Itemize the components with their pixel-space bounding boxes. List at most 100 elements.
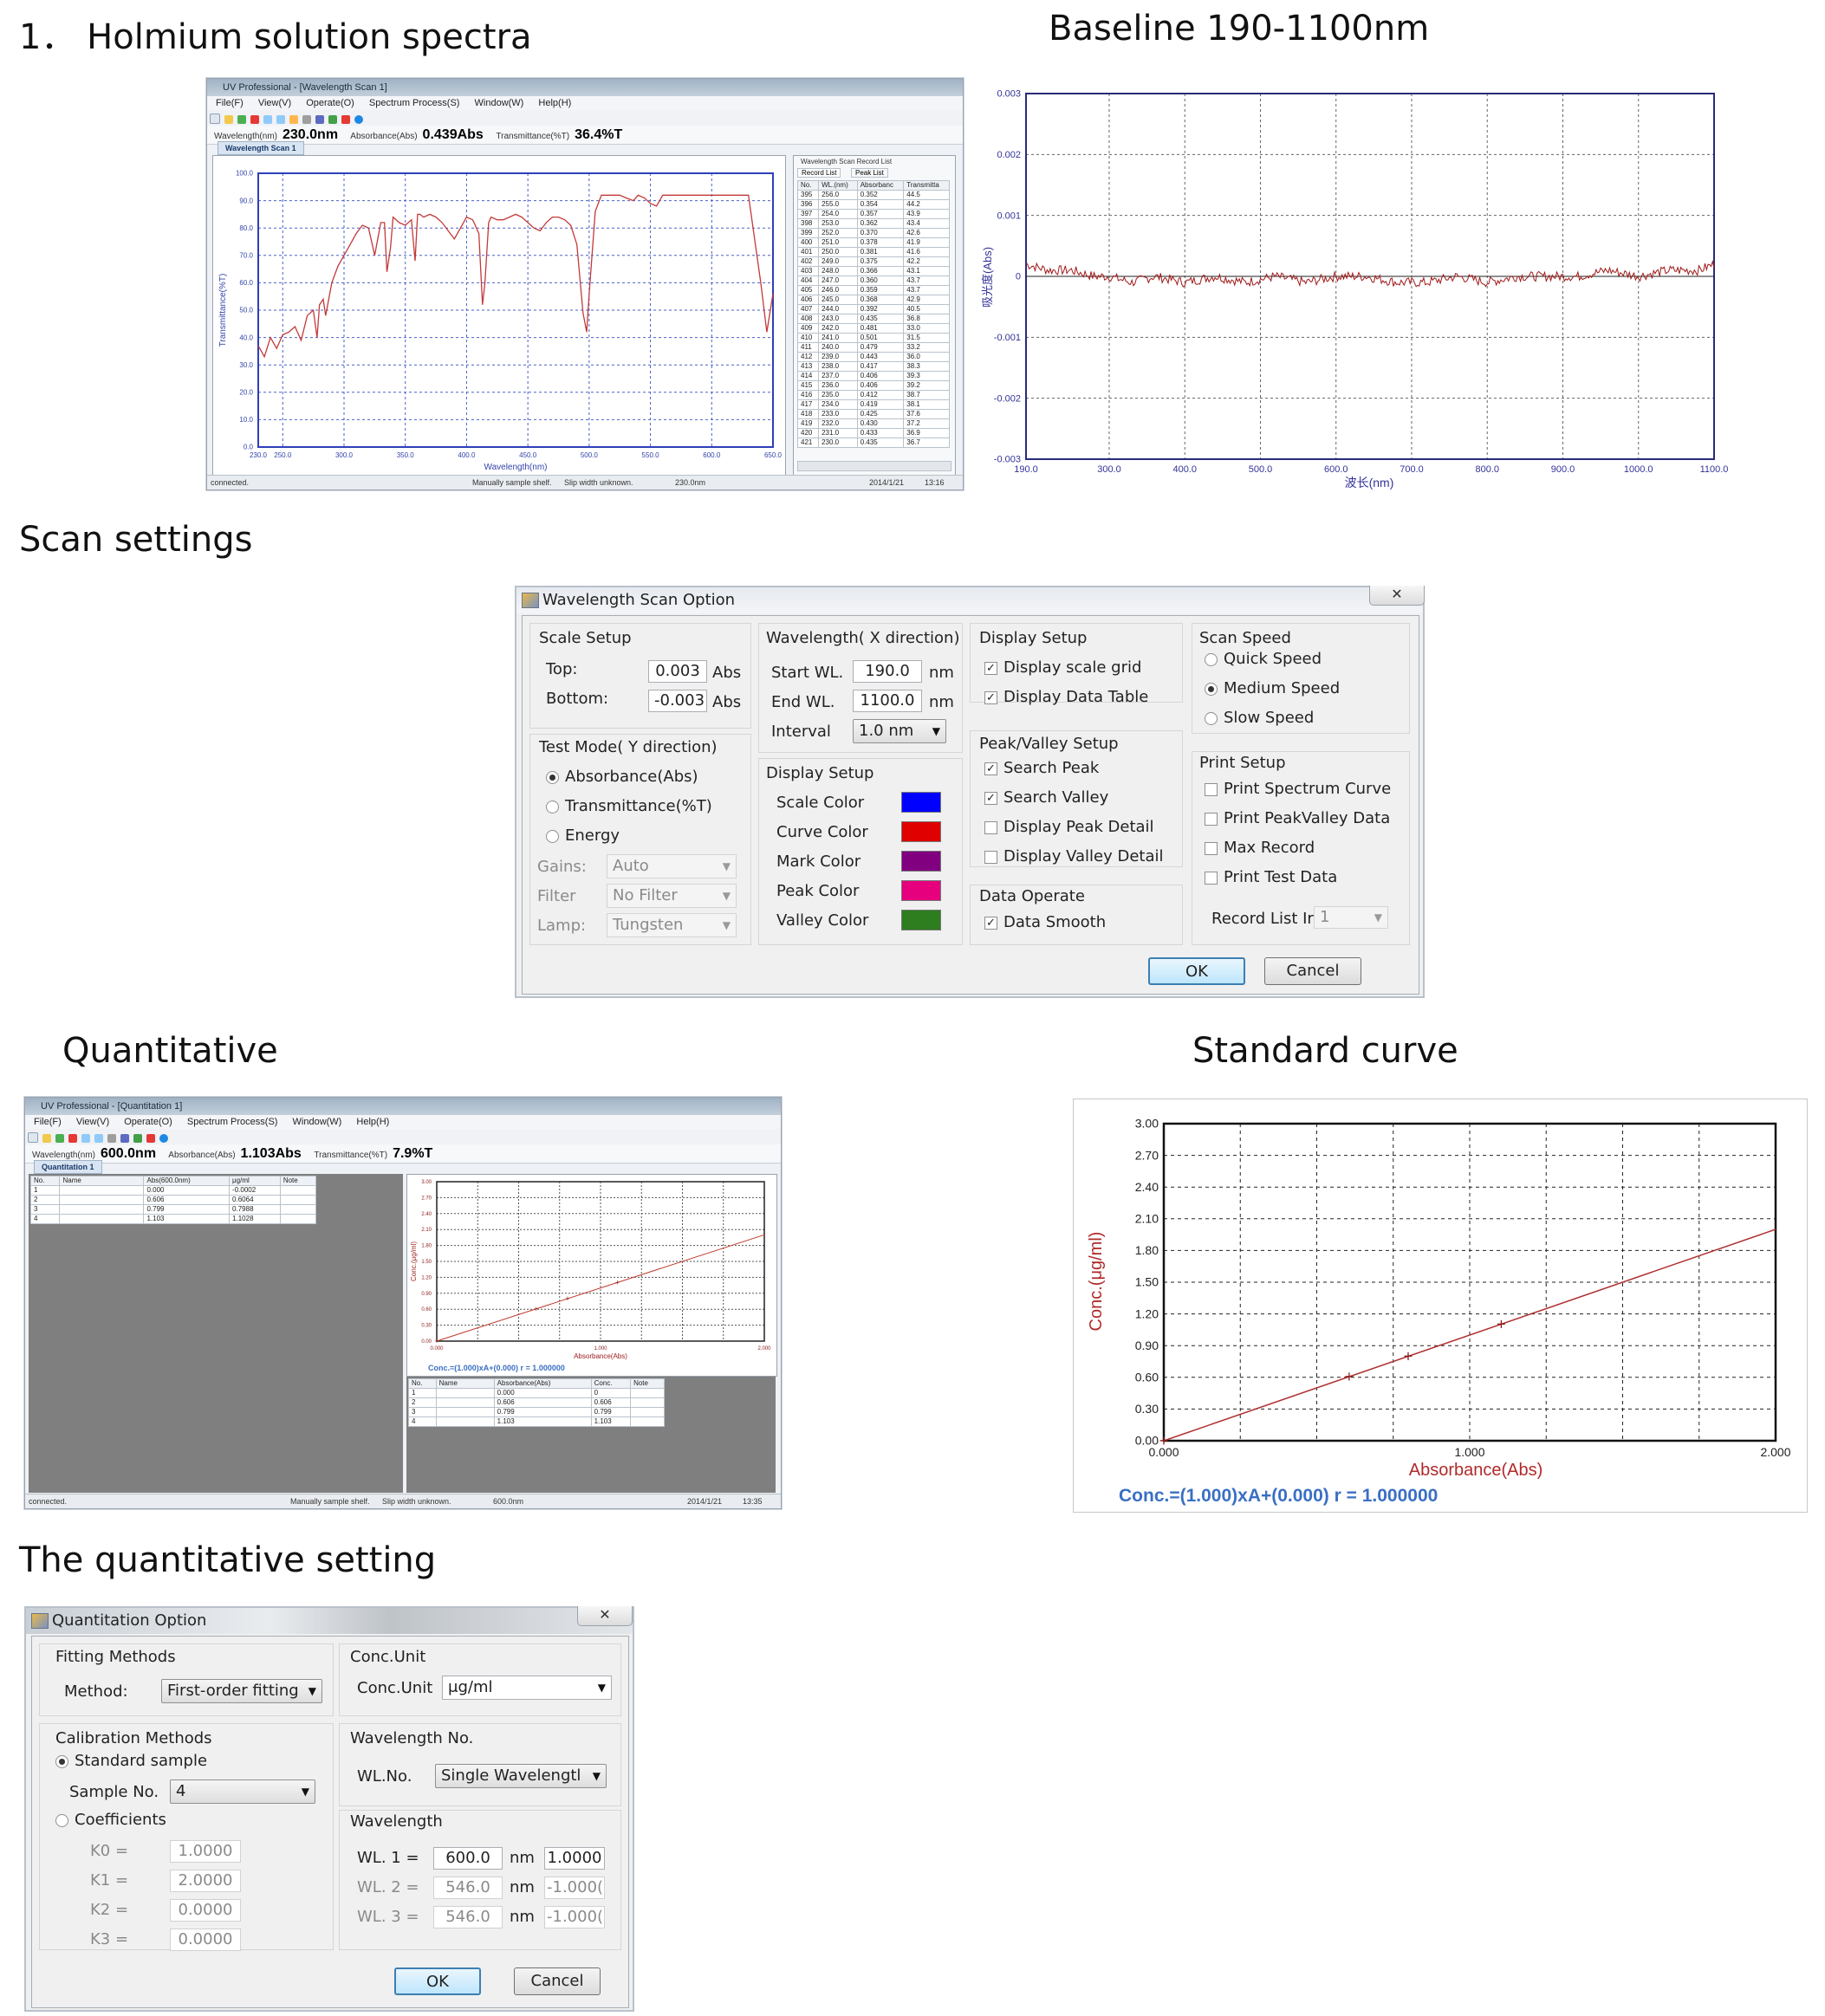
peak-color-swatch[interactable] xyxy=(901,880,941,901)
scale-color-swatch[interactable] xyxy=(901,792,941,813)
data-smooth-checkbox[interactable]: ✓ xyxy=(984,917,997,930)
trans-mode-radio[interactable] xyxy=(546,801,559,814)
open-icon[interactable] xyxy=(224,115,233,124)
stop-icon[interactable] xyxy=(250,115,259,124)
measure-icon[interactable] xyxy=(237,115,246,124)
k1-input[interactable]: 2.0000 xyxy=(170,1870,241,1892)
max-record-checkbox[interactable] xyxy=(1205,842,1218,855)
menu-spectrum-process[interactable]: Spectrum Process(S) xyxy=(186,1117,278,1127)
ok-button[interactable]: OK xyxy=(394,1967,481,1995)
valley-detail-checkbox[interactable] xyxy=(984,851,997,864)
k2-input[interactable]: 0.0000 xyxy=(170,1899,241,1922)
record-row[interactable]: 413 238.0 0.417 38.3 xyxy=(796,361,950,372)
record-row[interactable]: 402 249.0 0.375 42.2 xyxy=(796,256,950,267)
conc-unit-select[interactable]: μg/ml ▼ xyxy=(442,1676,612,1700)
menu-file[interactable]: File(F) xyxy=(34,1117,62,1127)
record-row[interactable]: 417 234.0 0.419 38.1 xyxy=(796,399,950,410)
tab-record-list[interactable]: Record List xyxy=(797,168,841,178)
record-row[interactable]: 404 247.0 0.360 43.7 xyxy=(796,275,950,286)
k0-input[interactable]: 1.0000 xyxy=(170,1840,241,1863)
add-icon[interactable] xyxy=(328,115,337,124)
menu-view[interactable]: View(V) xyxy=(75,1117,110,1127)
stop-icon[interactable] xyxy=(68,1134,77,1143)
standard-row[interactable]: 2 0.606 0.606 xyxy=(408,1397,665,1408)
print-icon[interactable] xyxy=(107,1134,116,1143)
record-row[interactable]: 400 251.0 0.378 41.9 xyxy=(796,237,950,248)
record-row[interactable]: 396 255.0 0.354 44.2 xyxy=(796,199,950,210)
delete-icon[interactable] xyxy=(341,115,350,124)
print-curve-checkbox[interactable] xyxy=(1205,783,1218,796)
start-wl-input[interactable]: 190.0 xyxy=(853,660,922,683)
menu-window[interactable]: Window(W) xyxy=(292,1117,342,1127)
menu-help[interactable]: Help(H) xyxy=(538,98,572,108)
search-valley-checkbox[interactable]: ✓ xyxy=(984,792,997,805)
gains-select[interactable]: Auto ▼ xyxy=(607,854,737,878)
record-row[interactable]: 411 240.0 0.479 33.2 xyxy=(796,342,950,353)
menu-window[interactable]: Window(W) xyxy=(474,98,524,108)
print-test-checkbox[interactable] xyxy=(1205,872,1218,885)
abs-mode-radio[interactable] xyxy=(546,771,559,784)
help-icon[interactable] xyxy=(159,1134,168,1143)
standard-row[interactable]: 4 1.103 1.103 xyxy=(408,1416,665,1427)
record-row[interactable]: 403 248.0 0.366 43.1 xyxy=(796,266,950,276)
zoom-in-icon[interactable] xyxy=(263,115,272,124)
display-table-checkbox[interactable]: ✓ xyxy=(984,691,997,704)
wl3-coef-input[interactable]: -1.000( xyxy=(544,1906,605,1928)
new-icon[interactable] xyxy=(210,113,220,124)
record-row[interactable]: 397 254.0 0.357 43.9 xyxy=(796,209,950,219)
cancel-button[interactable]: Cancel xyxy=(514,1967,601,1995)
wl2-input[interactable]: 546.0 xyxy=(433,1877,503,1899)
wl3-input[interactable]: 546.0 xyxy=(433,1906,503,1928)
valley-color-swatch[interactable] xyxy=(901,910,941,930)
menu-operate[interactable]: Operate(O) xyxy=(306,98,354,108)
new-icon[interactable] xyxy=(28,1132,38,1143)
record-row[interactable]: 401 250.0 0.381 41.6 xyxy=(796,247,950,257)
standard-row[interactable]: 3 0.799 0.799 xyxy=(408,1407,665,1417)
method-select[interactable]: First-order fitting ▼ xyxy=(161,1679,322,1703)
tab-wavelength-scan[interactable]: Wavelength Scan 1 xyxy=(218,141,304,155)
record-row[interactable]: 405 246.0 0.359 43.7 xyxy=(796,285,950,295)
display-grid-checkbox[interactable]: ✓ xyxy=(984,662,997,675)
scale-bottom-input[interactable]: -0.003 xyxy=(648,690,707,712)
quick-speed-radio[interactable] xyxy=(1205,653,1218,666)
add-icon[interactable] xyxy=(133,1134,142,1143)
record-row[interactable]: 399 252.0 0.370 42.6 xyxy=(796,228,950,238)
record-row[interactable]: 407 244.0 0.392 40.5 xyxy=(796,304,950,314)
record-row[interactable]: 406 245.0 0.368 42.9 xyxy=(796,295,950,305)
record-row[interactable]: 412 239.0 0.443 36.0 xyxy=(796,352,950,362)
record-row[interactable]: 408 243.0 0.435 36.8 xyxy=(796,314,950,324)
mark-color-swatch[interactable] xyxy=(901,851,941,872)
sample-row[interactable]: 3 0.799 0.7988 xyxy=(29,1204,317,1215)
standard-row[interactable]: 1 0.000 0 xyxy=(408,1388,665,1398)
cancel-button[interactable]: Cancel xyxy=(1264,957,1361,985)
save-icon[interactable] xyxy=(120,1134,129,1143)
menu-spectrum-process[interactable]: Spectrum Process(S) xyxy=(368,98,460,108)
sample-row[interactable]: 1 0.000 -0.0002 xyxy=(29,1185,317,1196)
measure-icon[interactable] xyxy=(55,1134,64,1143)
sample-no-select[interactable]: 4 ▼ xyxy=(170,1779,315,1804)
wl-no-select[interactable]: Single Wavelengtl ▼ xyxy=(435,1764,607,1788)
record-row[interactable]: 410 241.0 0.501 31.5 xyxy=(796,333,950,343)
record-row[interactable]: 398 253.0 0.362 43.4 xyxy=(796,218,950,229)
medium-speed-radio[interactable] xyxy=(1205,683,1218,696)
delete-icon[interactable] xyxy=(146,1134,155,1143)
filter-select[interactable]: No Filter ▼ xyxy=(607,884,737,908)
search-peak-checkbox[interactable]: ✓ xyxy=(984,762,997,775)
menu-file[interactable]: File(F) xyxy=(216,98,244,108)
tab-peak-list[interactable]: Peak List xyxy=(851,168,888,178)
wl1-coef-input[interactable]: 1.0000 xyxy=(544,1847,605,1870)
zoom-in-icon[interactable] xyxy=(81,1134,90,1143)
ok-button[interactable]: OK xyxy=(1148,957,1245,985)
tab-quantitation[interactable]: Quantitation 1 xyxy=(34,1160,102,1174)
record-row[interactable]: 420 231.0 0.433 36.9 xyxy=(796,428,950,438)
peak-icon[interactable] xyxy=(289,115,298,124)
k3-input[interactable]: 0.0000 xyxy=(170,1928,241,1951)
record-row[interactable]: 419 232.0 0.430 37.2 xyxy=(796,418,950,429)
wl2-coef-input[interactable]: -1.000( xyxy=(544,1877,605,1899)
print-icon[interactable] xyxy=(302,115,311,124)
energy-mode-radio[interactable] xyxy=(546,830,559,843)
standard-sample-radio[interactable] xyxy=(55,1755,68,1768)
close-icon[interactable]: ✕ xyxy=(1369,586,1425,606)
record-row[interactable]: 414 237.0 0.406 39.3 xyxy=(796,371,950,381)
save-icon[interactable] xyxy=(315,115,324,124)
